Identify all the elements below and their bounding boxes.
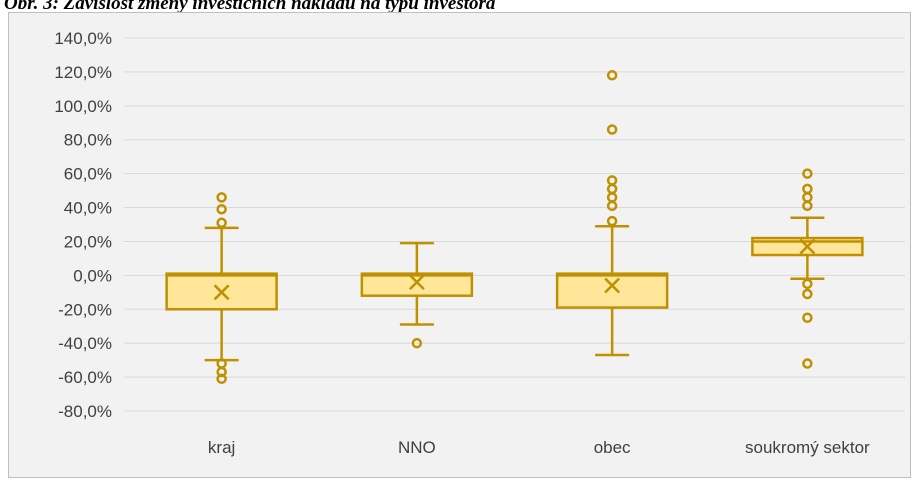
iqr-box: [360, 272, 474, 297]
x-category-label: obec: [594, 438, 631, 457]
mean-marker: [604, 277, 621, 294]
mean-marker: [408, 274, 425, 291]
y-tick-label: -80,0%: [58, 402, 112, 421]
outlier-point: [802, 358, 813, 369]
y-tick-label: 20,0%: [64, 232, 112, 251]
outlier-point: [606, 175, 618, 186]
y-tick-label: 120,0%: [54, 63, 112, 82]
outlier-point: [216, 366, 227, 378]
outlier-point: [802, 278, 813, 290]
outlier-point: [411, 337, 423, 349]
y-tick-label: 140,0%: [54, 29, 112, 48]
y-tick-label: -20,0%: [58, 300, 112, 319]
gridlines: [124, 37, 905, 412]
x-category-label: soukromý sektor: [745, 438, 870, 457]
outlier-point: [606, 192, 618, 203]
x-axis-category-labels: kraj NNO obec soukromý sektor: [208, 438, 870, 457]
outlier-point: [802, 288, 813, 300]
outlier-point: [606, 215, 618, 227]
y-tick-label: 100,0%: [54, 97, 112, 116]
outlier-point: [606, 124, 618, 135]
y-tick-label: -40,0%: [58, 334, 112, 353]
boxplot-series: [165, 70, 864, 385]
outlier-point: [606, 183, 618, 195]
y-tick-label: 0,0%: [73, 266, 112, 285]
box-NNO: [360, 241, 474, 349]
y-tick-label: -60,0%: [58, 368, 112, 387]
box-soukromý-sektor: [751, 168, 864, 369]
box-kraj: [165, 192, 278, 385]
outlier-point: [802, 200, 813, 212]
iqr-box: [555, 272, 669, 309]
outlier-point: [802, 312, 813, 323]
outlier-point: [802, 168, 813, 179]
y-axis-tick-labels: 140,0% 120,0% 100,0% 80,0% 60,0% 40,0% 20,0% 0,…: [54, 29, 112, 421]
outlier-point: [216, 192, 227, 203]
x-category-label: kraj: [208, 438, 235, 457]
outlier-point: [216, 217, 227, 229]
y-tick-label: 60,0%: [64, 165, 112, 184]
figure-caption: Obr. 3: Závislost změny investičních nák…: [4, 0, 496, 14]
box-obec: [555, 70, 669, 357]
outlier-point: [802, 192, 813, 203]
outlier-point: [606, 70, 618, 81]
mean-marker: [213, 284, 230, 301]
mean-marker: [799, 238, 816, 255]
y-tick-label: 80,0%: [64, 131, 112, 150]
x-category-label: NNO: [398, 438, 436, 457]
outlier-point: [216, 358, 227, 369]
outlier-point: [606, 200, 618, 212]
outlier-point: [802, 183, 813, 195]
outlier-point: [216, 203, 227, 215]
y-tick-label: 40,0%: [64, 199, 112, 218]
